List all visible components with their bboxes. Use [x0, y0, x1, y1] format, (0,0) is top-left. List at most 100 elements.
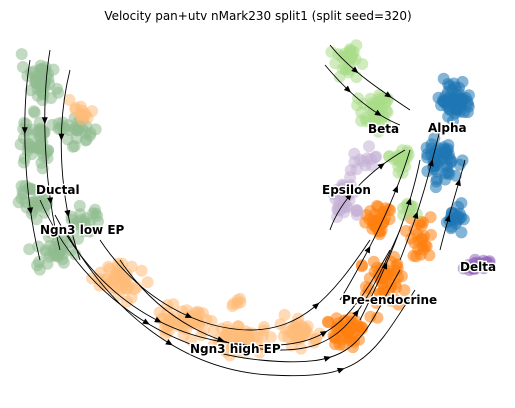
cell-point	[350, 163, 363, 176]
streamline-arrow	[142, 318, 150, 325]
cell-point	[19, 179, 32, 192]
cell-point	[384, 204, 396, 217]
streamline-arrow	[351, 66, 359, 74]
cell-point	[45, 226, 58, 239]
cell-point	[430, 173, 443, 185]
cell-point	[349, 327, 362, 340]
cell-point	[309, 333, 322, 346]
streamline-arrow	[47, 197, 54, 205]
cell-point	[456, 75, 469, 88]
cell-point	[371, 311, 384, 324]
cell-point	[289, 321, 302, 334]
cell-point	[342, 66, 355, 79]
cell-point	[449, 169, 462, 182]
cell-point	[130, 281, 143, 294]
cell-point	[15, 48, 28, 61]
cell-point	[363, 272, 376, 285]
cluster-label-ngn3-low-ep: Ngn3 low EP	[40, 223, 125, 237]
cell-point	[355, 114, 368, 127]
cell-point	[370, 297, 383, 309]
streamline-arrow	[27, 207, 34, 215]
streamline	[324, 64, 401, 126]
streamline-arrow	[154, 316, 162, 323]
cell-point	[23, 138, 36, 151]
cell-point	[400, 146, 413, 159]
streamline	[39, 199, 401, 363]
cell-point	[372, 125, 385, 138]
streamline-arrow	[405, 197, 412, 206]
streamline-arrow	[21, 127, 28, 135]
streamline	[329, 44, 411, 111]
cell-point	[52, 250, 65, 263]
cell-point	[18, 152, 31, 165]
streamline	[24, 59, 41, 261]
cell-point	[80, 133, 93, 146]
cell-point	[35, 62, 48, 75]
streamline-arrow	[381, 262, 388, 270]
cell-point	[373, 287, 386, 300]
cell-point	[335, 50, 348, 63]
cell-point	[356, 58, 369, 70]
streamline	[329, 149, 406, 231]
cell-point	[443, 90, 456, 103]
cell-point	[231, 320, 244, 333]
cell-point	[80, 212, 93, 225]
streamline-arrow	[319, 330, 328, 337]
cell-point	[423, 249, 436, 262]
streamline-arrow	[184, 312, 193, 318]
cell-point	[24, 84, 37, 97]
cell-point	[197, 324, 210, 337]
cell-point	[278, 308, 291, 321]
cell-point	[388, 250, 401, 263]
cell-point	[321, 315, 334, 328]
streamline-arrow	[392, 185, 398, 193]
cell-point	[340, 200, 353, 213]
cell-point	[441, 161, 454, 174]
cell-point	[33, 187, 46, 200]
cell-point	[346, 52, 359, 65]
cell-points	[12, 39, 496, 362]
streamline-arrow	[377, 163, 385, 170]
chart-title: Velocity pan+utv nMark230 split1 (split …	[104, 9, 411, 23]
cell-point	[459, 91, 472, 104]
cell-point	[20, 124, 33, 137]
cell-point	[333, 338, 346, 351]
cell-point	[177, 329, 190, 341]
streamline	[439, 159, 466, 251]
streamline-arrow	[216, 336, 225, 342]
streamline	[60, 69, 81, 261]
cell-point	[285, 339, 298, 352]
cell-point	[438, 143, 451, 156]
cell-point	[51, 236, 64, 249]
cell-point	[52, 86, 65, 99]
cell-point	[57, 121, 70, 134]
cell-point	[348, 147, 361, 160]
cluster-labels: Ductal Ngn3 low EP Ngn3 high EP Pre-endo…	[35, 120, 498, 358]
cell-point	[33, 255, 46, 268]
streamline	[64, 229, 416, 377]
streamline-arrow	[323, 355, 332, 362]
cell-point	[207, 324, 220, 337]
cell-point	[480, 257, 493, 270]
cell-point	[327, 188, 340, 200]
streamline-arrow	[58, 133, 65, 141]
cell-point	[27, 105, 40, 118]
cell-point	[258, 321, 271, 333]
streamline-arrow	[345, 193, 352, 201]
cell-point	[456, 154, 469, 167]
cell-point	[364, 205, 377, 217]
cell-point	[238, 346, 251, 359]
streamline-arrow	[374, 109, 382, 117]
cluster-label-epsilon: Epsilon	[322, 183, 371, 197]
cell-point	[76, 104, 89, 117]
streamline	[339, 149, 411, 301]
cell-point	[234, 296, 247, 309]
cluster-label-delta: Delta	[460, 260, 496, 274]
cell-point	[385, 294, 398, 307]
cell-point	[277, 330, 290, 343]
cell-point	[180, 304, 193, 317]
cell-point	[398, 284, 411, 297]
cell-point	[370, 221, 383, 234]
cell-point	[73, 199, 86, 212]
